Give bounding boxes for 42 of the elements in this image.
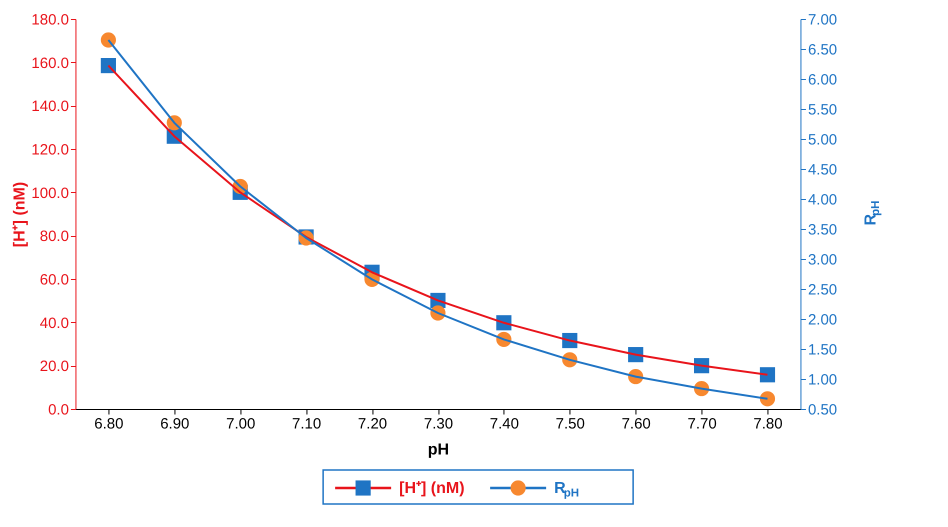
- y-tick-label: 60.0: [40, 272, 69, 288]
- legend-label: [H⁺] (nM): [399, 480, 465, 497]
- y2-tick-label: 0.50: [808, 402, 838, 418]
- y2-axis-title: RpH: [862, 200, 882, 226]
- y2-tick-label: 1.50: [808, 342, 838, 358]
- x-tick-label: 7.00: [226, 416, 256, 432]
- x-tick-label: 7.80: [753, 416, 783, 432]
- y2-tick-label: 6.50: [808, 42, 838, 58]
- y2-tick-label: 3.00: [808, 252, 838, 268]
- y-tick-label: 80.0: [40, 228, 69, 246]
- y-tick-label: 40.0: [40, 314, 69, 332]
- point: [100, 32, 116, 48]
- y2-tick-label: 5.50: [808, 102, 838, 118]
- point: [760, 367, 776, 382]
- x-axis-title: pH: [428, 442, 450, 458]
- y-tick-label: 180.0: [31, 12, 69, 28]
- y-axis-title: [H⁺] (nM): [11, 182, 28, 248]
- y2-tick-label: 7.00: [808, 12, 838, 28]
- x-tick-label: 7.60: [622, 416, 651, 432]
- y2-tick-label: 1.00: [808, 372, 838, 388]
- y-tick-label: 0.0: [48, 402, 69, 418]
- x-tick-label: 7.40: [490, 416, 519, 432]
- x-tick-label: 7.20: [358, 416, 388, 432]
- y-tick-label: 120.0: [31, 142, 69, 158]
- x-tick-label: 6.90: [160, 416, 190, 432]
- x-tick-label: 7.50: [556, 416, 585, 432]
- y-tick-label: 20.0: [40, 358, 69, 376]
- y2-tick-label: 5.00: [808, 132, 838, 148]
- y2-tick-label: 6.00: [808, 72, 838, 88]
- y-tick-label: 160.0: [31, 54, 69, 72]
- y-tick-label: 100.0: [31, 184, 69, 202]
- point: [760, 391, 776, 406]
- x-tick-label: 7.70: [687, 416, 717, 432]
- y2-tick-label: 4.50: [808, 162, 838, 178]
- y2-tick-label: 4.00: [808, 192, 838, 208]
- y2-tick-label: 2.00: [808, 312, 838, 328]
- x-tick-label: 7.30: [424, 416, 454, 432]
- y2-tick-label: 3.50: [808, 222, 838, 238]
- x-tick-label: 6.80: [94, 416, 124, 432]
- y2-tick-label: 2.50: [808, 282, 838, 298]
- y-tick-label: 140.0: [31, 98, 69, 116]
- x-tick-label: 7.10: [292, 416, 322, 432]
